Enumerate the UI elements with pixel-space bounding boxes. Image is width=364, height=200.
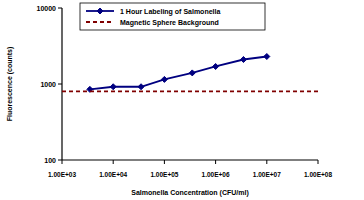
x-tick [215,160,216,164]
x-tick [113,160,114,164]
x-axis-title: Salmonella Concentration (CFU/ml) [131,189,248,197]
data-point [138,84,144,90]
legend-marker [97,8,103,14]
y-tick-label: 1000 [40,81,56,88]
legend-swatch [86,21,114,23]
data-point [110,84,116,90]
x-axis-line [62,159,318,160]
y-tick-label: 100 [44,157,56,164]
x-tick-label: 1.00E+05 [150,171,178,178]
data-point [189,70,195,76]
y-tick [58,160,62,161]
y-axis-title: Fluorescence (counts) [6,47,14,122]
x-tick [266,160,267,164]
x-tick [318,160,319,164]
data-point [161,76,167,82]
data-point [264,54,270,60]
x-tick-label: 1.00E+04 [99,171,127,178]
legend: 1 Hour Labeling of Salmonella Magnetic Sp… [80,3,265,30]
x-tick-label: 1.00E+03 [48,171,76,178]
x-tick [62,160,63,164]
data-point [240,57,246,63]
series-line [62,90,318,92]
plot-data [62,54,318,93]
x-tick-label: 1.00E+06 [202,171,230,178]
y-tick [58,8,62,9]
y-tick-label: 10000 [37,5,57,12]
legend-label: 1 Hour Labeling of Salmonella [120,8,220,16]
x-tick-label: 1.00E+07 [253,171,281,178]
chart-svg: 100 1000 10000 1.00E+03 1.00E+04 1.00E+05 1.00… [0,0,364,200]
chart-root: 100 1000 10000 1.00E+03 1.00E+04 1.00E+05 1.00… [0,0,364,200]
x-tick-label: 1.00E+08 [304,171,332,178]
y-tick [58,84,62,85]
x-tick [164,160,165,164]
legend-box [80,3,265,30]
data-point [213,63,219,69]
series-line [90,57,267,90]
legend-label: Magnetic Sphere Background [120,19,219,27]
